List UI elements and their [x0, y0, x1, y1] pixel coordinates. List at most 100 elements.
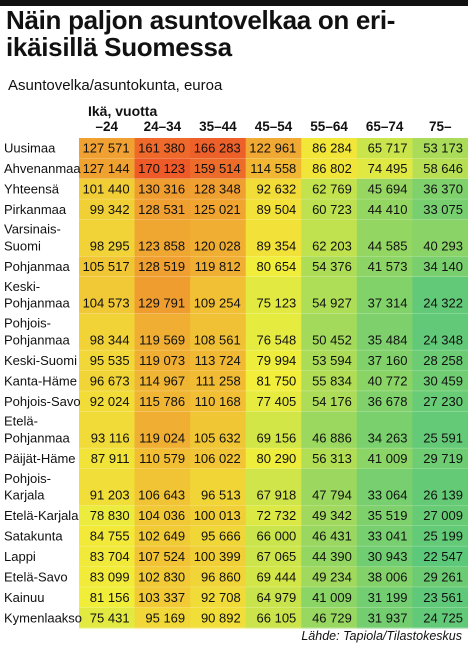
cell-value: 89 354 [257, 238, 297, 253]
heat-cell [79, 468, 136, 507]
cell-value: 29 261 [423, 569, 463, 584]
heat-cell [134, 370, 191, 392]
heat-cell [245, 546, 302, 568]
cell-value: 36 678 [368, 394, 408, 409]
cell-value: 95 535 [90, 353, 130, 368]
heat-cell [245, 276, 302, 315]
heat-cell [79, 411, 136, 449]
cell-value: 128 348 [194, 182, 241, 197]
heat-cell [301, 178, 358, 200]
cell-value: 86 284 [312, 141, 352, 156]
heat-cell [134, 587, 191, 609]
heat-cell [301, 199, 358, 221]
row-label: Etelä- [4, 414, 38, 429]
heat-cell [134, 138, 191, 160]
cell-value: 114 558 [250, 161, 296, 176]
cell-value: 37 160 [368, 353, 408, 368]
cell-value: 50 452 [312, 332, 352, 347]
heat-cell [190, 158, 247, 180]
cell-value: 53 173 [423, 141, 463, 156]
heat-cell [190, 546, 247, 568]
heat-cell [245, 411, 302, 449]
row-label: Keski-Suomi [4, 353, 77, 368]
cell-value: 159 514 [194, 161, 241, 176]
heat-cell [356, 566, 414, 588]
heat-cell [134, 607, 191, 629]
heat-cell [412, 158, 468, 180]
heat-cell [245, 525, 302, 547]
cell-value: 72 732 [257, 508, 297, 523]
row-label: Varsinais- [4, 222, 61, 237]
heat-cell [190, 350, 247, 372]
heat-cell [79, 219, 136, 258]
heat-cell [190, 525, 247, 547]
heat-cell [245, 350, 302, 372]
heat-cell [190, 370, 247, 392]
row-label: Lappi [4, 549, 36, 564]
cell-value: 86 802 [312, 161, 352, 176]
heat-cell [356, 199, 414, 221]
cell-value: 80 654 [257, 259, 297, 274]
heat-cell [190, 587, 247, 609]
heat-cell [134, 158, 191, 180]
column-header: –24 [96, 119, 119, 134]
cell-value: 66 000 [257, 529, 297, 544]
cell-value: 170 123 [138, 161, 185, 176]
heat-cell [190, 448, 247, 470]
cell-value: 65 717 [368, 141, 408, 156]
heat-cell [301, 350, 358, 372]
cell-value: 109 254 [194, 296, 241, 311]
heat-cell [301, 607, 358, 629]
heat-cell [190, 505, 247, 527]
cell-value: 77 405 [257, 394, 297, 409]
heat-cell [190, 607, 247, 629]
cell-value: 92 024 [90, 394, 130, 409]
cell-value: 99 342 [90, 202, 130, 217]
cell-value: 60 723 [312, 202, 352, 217]
heat-cell [356, 411, 414, 449]
cell-value: 104 573 [83, 296, 130, 311]
cell-value: 44 390 [312, 549, 352, 564]
cell-value: 69 156 [257, 430, 297, 445]
heat-cell [301, 468, 358, 507]
row-label: Yhteensä [4, 182, 60, 197]
heat-cell [245, 313, 302, 351]
heat-cell [79, 505, 136, 527]
row-label: Pohjanmaa [4, 332, 71, 347]
heat-cell [79, 566, 136, 588]
cell-value: 46 431 [312, 529, 352, 544]
row-label: Keski- [4, 279, 40, 294]
column-header: 35–44 [199, 119, 237, 134]
heat-cell [134, 546, 191, 568]
cell-value: 161 380 [138, 141, 185, 156]
heat-cell [245, 178, 302, 200]
cell-value: 44 585 [368, 238, 408, 253]
cell-value: 96 673 [90, 373, 130, 388]
cell-value: 113 724 [195, 353, 241, 368]
heat-cell [79, 138, 136, 160]
cell-value: 49 234 [312, 569, 352, 584]
row-label: Karjala [4, 488, 45, 503]
cell-value: 58 646 [423, 161, 463, 176]
cell-value: 166 283 [194, 141, 241, 156]
heat-cell [356, 468, 414, 507]
cell-value: 34 140 [423, 259, 463, 274]
cell-value: 81 750 [257, 373, 297, 388]
cell-value: 96 860 [201, 569, 241, 584]
heat-cell [356, 546, 414, 568]
cell-value: 38 006 [368, 569, 408, 584]
heat-cell [356, 256, 414, 278]
heat-cell [134, 448, 191, 470]
heat-cell [356, 370, 414, 392]
heat-cell [134, 256, 191, 278]
cell-value: 80 290 [257, 451, 297, 466]
cell-value: 102 830 [138, 569, 185, 584]
cell-value: 130 316 [138, 182, 185, 197]
cell-value: 96 513 [201, 488, 241, 503]
cell-value: 62 203 [312, 238, 352, 253]
cell-value: 62 769 [312, 182, 352, 197]
row-label: Ahvenanmaa [4, 161, 81, 176]
cell-value: 115 786 [139, 394, 185, 409]
cell-value: 35 484 [368, 332, 408, 347]
cell-value: 24 348 [423, 332, 463, 347]
